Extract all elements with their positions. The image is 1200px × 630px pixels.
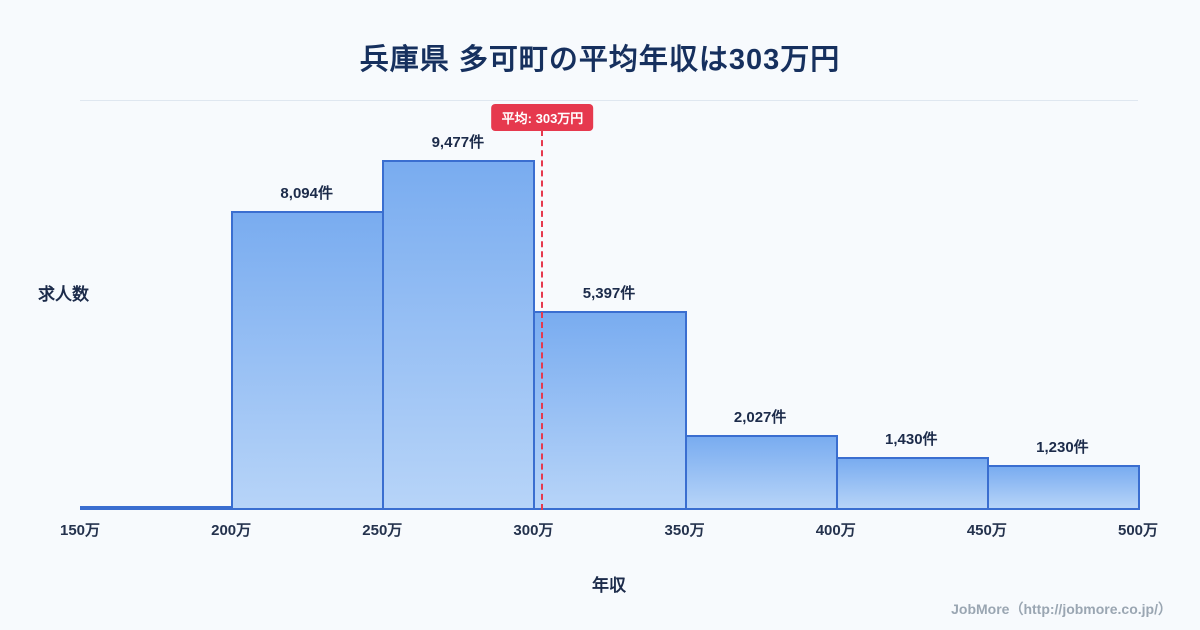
bar-150万-200万 xyxy=(80,506,234,510)
bar-value-label: 1,230件 xyxy=(1036,439,1089,456)
x-tick-250万: 250万 xyxy=(362,522,403,539)
bar-400万-450万 xyxy=(835,457,989,510)
plot-area: 8,094件 9,477件 5,397件 2,027件 1,430件 1,230件 平均:… xyxy=(80,100,1140,510)
bar-450万-500万 xyxy=(986,465,1140,510)
footer-branding: JobMore（http://jobmore.co.jp/） xyxy=(951,601,1172,617)
x-tick-450万: 450万 xyxy=(966,522,1007,539)
x-tick-200万: 200万 xyxy=(211,522,252,539)
x-tick-150万: 150万 xyxy=(59,522,101,539)
x-tick-300万: 300万 xyxy=(513,522,554,539)
bar-250万-300万 xyxy=(382,160,536,510)
bar-350万-400万 xyxy=(684,435,838,510)
average-badge: 平均: 303万円 xyxy=(491,104,594,131)
top-gridline xyxy=(80,100,1138,101)
bar-200万-250万 xyxy=(231,211,385,510)
x-tick-350万: 350万 xyxy=(664,522,705,539)
bar-300万-350万 xyxy=(533,311,687,510)
bars-container: 8,094件 9,477件 5,397件 2,027件 1,430件 1,230件 xyxy=(80,100,1140,510)
x-axis-ticks: 150万 200万 250万 300万 350万 400万 450万 500万 xyxy=(60,519,1158,541)
bar-value-label: 8,094件 xyxy=(280,185,333,202)
bar-value-label: 1,430件 xyxy=(885,431,938,448)
y-axis-label: 求人数 xyxy=(38,285,89,304)
x-tick-500万: 500万 xyxy=(1117,522,1159,539)
average-line xyxy=(541,130,544,510)
x-axis-label: 年収 xyxy=(592,576,626,595)
page-title: 兵庫県 多可町の平均年収は303万円 xyxy=(359,44,841,76)
bar-value-label: 2,027件 xyxy=(733,409,787,426)
bar-value-label: 9,477件 xyxy=(431,134,485,151)
bar-value-label: 5,397件 xyxy=(582,285,636,302)
x-tick-400万: 400万 xyxy=(815,522,856,539)
